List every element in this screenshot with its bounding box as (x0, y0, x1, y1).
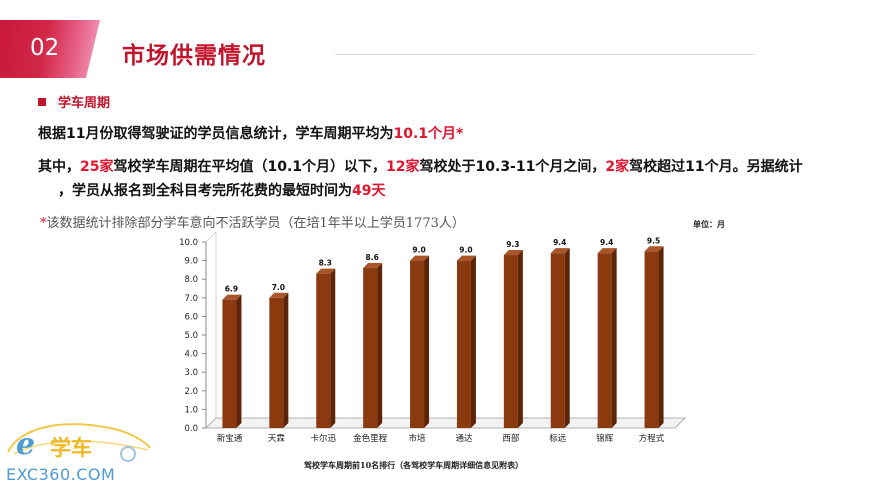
x-tick-label: 通达 (455, 433, 473, 444)
bar-value-label: 9.3 (506, 240, 519, 249)
x-tick-label: 锦辉 (596, 433, 614, 444)
y-tick-label: 4.0 (184, 350, 198, 360)
paragraph-text: 其中， (38, 159, 80, 175)
section-number-badge (0, 20, 100, 78)
paragraph-text: 驾校学车周期在平均值（10.1个月）以下， (113, 159, 387, 175)
paragraph-shortest-time: ，学员从报名到全科目考完所花费的最短时间为49天 (58, 180, 385, 200)
bar-value-label: 9.5 (647, 236, 660, 245)
highlight-count-below-average: 25家 (80, 159, 114, 175)
chart-caption: 驾校学车周期前10名排行（各驾校学车周期详细信息见附表） (304, 460, 524, 470)
bar-top (222, 294, 242, 300)
bar-value-label: 7.0 (272, 283, 285, 292)
bar-side (470, 255, 476, 428)
footnote: *该数据统计排除部分学车意向不活跃学员（在培1年半以上学员1773人） (40, 212, 465, 231)
bar-side (330, 268, 336, 428)
bar-value-label: 8.6 (366, 253, 379, 262)
bar-top (503, 250, 523, 256)
x-tick-label: 标远 (549, 433, 567, 444)
x-axis-labels: 新宝通 天霖 卡尔迅 金色里程 市培 通达 西部 标远 锦辉 方程式 (217, 433, 665, 444)
bar-value-label: 9.4 (553, 238, 566, 247)
y-tick-label: 2.0 (184, 387, 198, 397)
paragraph-school-breakdown: 其中，25家驾校学车周期在平均值（10.1个月）以下，12家驾校处于10.3-1… (38, 156, 803, 176)
highlight-count-over: 2家 (605, 159, 630, 175)
x-tick-label: 天霖 (268, 434, 286, 444)
bar-top (456, 255, 476, 261)
chart-unit-label: 单位：月 (693, 220, 725, 229)
paragraph-text: ，学员从报名到全科目考完所花费的最短时间为 (58, 183, 352, 199)
y-tick-label: 8.0 (184, 275, 198, 285)
title-divider (335, 54, 755, 55)
bar-side (283, 292, 289, 428)
bar (363, 268, 378, 428)
bar-top (550, 248, 570, 254)
y-tick-label: 0.0 (184, 424, 198, 434)
bar-value-label: 8.3 (319, 259, 332, 268)
car-outline-icon (7, 423, 151, 462)
bar-side (611, 248, 617, 428)
bar (550, 253, 565, 428)
section-title: 学车周期 (58, 96, 111, 111)
paragraph-text: 根据11月份取得驾驶证的学员信息统计，学车周期平均为 (38, 126, 394, 142)
x-tick-label: 西部 (502, 433, 520, 444)
y-tick-label: 5.0 (184, 331, 198, 341)
bar-top (316, 268, 336, 274)
paragraph-text: 驾校处于10.3-11个月之间， (419, 159, 606, 175)
bar-side (236, 294, 242, 428)
y-tick-label: 9.0 (184, 257, 198, 267)
bar-top (269, 292, 289, 298)
bar (316, 273, 331, 428)
x-tick-label: 金色里程 (353, 433, 388, 444)
bar (503, 255, 518, 428)
bar-side (564, 248, 570, 428)
bar (222, 299, 237, 428)
footnote-text: 该数据统计排除部分学车意向不活跃学员（在培1年半以上学员1773人） (46, 216, 465, 231)
highlight-shortest-days: 49天 (352, 183, 386, 199)
x-tick-label: 方程式 (639, 433, 665, 444)
y-tick-label: 6.0 (184, 312, 198, 322)
exc360-logo: e 学车 EXC360.COM (0, 410, 160, 490)
bar-top (410, 255, 430, 261)
logo-url-text: EXC360.COM (6, 465, 116, 484)
y-tick-label: 7.0 (184, 294, 198, 304)
logo-chinese-text: 学车 (50, 436, 92, 460)
section-bullet-icon (38, 98, 46, 106)
chart-back-wall-top (205, 231, 217, 243)
bar-value-label: 9.4 (600, 238, 613, 247)
bar (456, 260, 471, 428)
x-tick-label: 卡尔迅 (310, 433, 336, 444)
x-tick-label: 市培 (409, 433, 427, 444)
x-tick-label: 新宝通 (217, 433, 243, 444)
paragraph-text: 驾校超过11个月。另据统计 (629, 159, 803, 175)
highlight-count-middle: 12家 (386, 159, 420, 175)
y-tick-label: 10.0 (179, 238, 198, 248)
bar-top (363, 263, 383, 269)
bar (597, 253, 612, 428)
y-axis-ticks: 0.0 1.0 2.0 3.0 4.0 5.0 6.0 7.0 8.0 9.0 10.0 (179, 238, 206, 434)
y-tick-label: 3.0 (184, 368, 198, 378)
paragraph-average-period: 根据11月份取得驾驶证的学员信息统计，学车周期平均为10.1个月* (38, 123, 463, 143)
chart-bars: 6.9 7.0 8.3 8.6 9.0 9.0 9.3 9.4 9.4 9.5 (222, 236, 664, 428)
page-title: 市场供需情况 (122, 43, 266, 69)
highlight-average-value: 10.1个月* (393, 126, 464, 142)
bar-top (597, 248, 617, 254)
bar-side (517, 250, 523, 428)
bar-side (424, 255, 430, 428)
bar (644, 251, 659, 428)
bar-side (377, 263, 383, 428)
bar (269, 297, 284, 428)
bar (410, 260, 425, 428)
footnote-star: * (40, 216, 47, 231)
bar-value-label: 6.9 (225, 285, 238, 294)
bar-value-label: 9.0 (459, 246, 472, 255)
bar-top (644, 246, 664, 252)
logo-e-mark: e (16, 427, 36, 462)
bar-side (658, 246, 664, 428)
section-number: 02 (30, 35, 60, 61)
bar-value-label: 9.0 (412, 246, 425, 255)
y-tick-label: 1.0 (184, 405, 198, 415)
